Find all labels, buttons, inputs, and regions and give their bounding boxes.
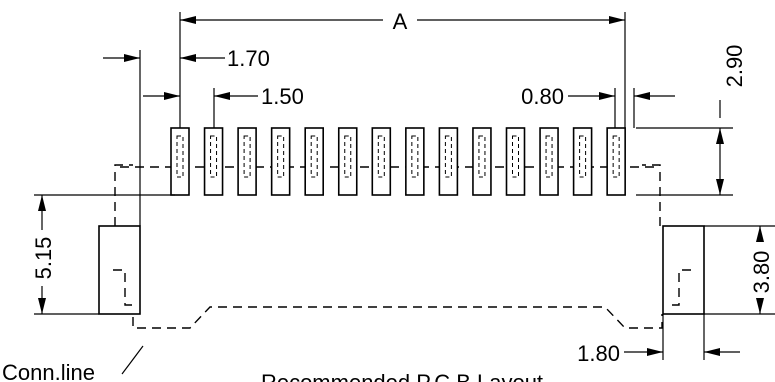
- dimension-2-90: 2.90: [636, 45, 747, 196]
- anchor-pad-left: [98, 225, 141, 315]
- dimension-1-80: 1.80: [577, 314, 740, 366]
- signal-pad: [371, 127, 392, 196]
- conn-line-label: Conn.line: [2, 360, 95, 382]
- signal-pad: [539, 127, 559, 196]
- dim-5-15-label: 5.15: [31, 237, 56, 280]
- dimension-1-50: 1.50: [143, 84, 304, 128]
- dim-0-80-label: 0.80: [521, 84, 564, 109]
- dimension-0-80: 0.80: [521, 84, 675, 128]
- anchor-pad-right: [662, 225, 705, 315]
- signal-pad: [203, 127, 224, 196]
- dimension-1-70: 1.70: [103, 46, 270, 226]
- dim-2-90-label: 2.90: [722, 45, 747, 88]
- connector-outline: [114, 164, 681, 329]
- signal-pads: [170, 127, 626, 196]
- signal-pad: [572, 127, 593, 196]
- dim-3-80-label: 3.80: [749, 251, 774, 294]
- signal-pad: [304, 127, 325, 196]
- signal-pad: [438, 127, 459, 196]
- signal-pad: [472, 127, 492, 196]
- conn-line-callout: Conn.line: [2, 345, 144, 382]
- signal-pad: [237, 127, 257, 196]
- dim-1-50-label: 1.50: [261, 84, 304, 109]
- dimension-3-80: 3.80: [704, 225, 775, 315]
- dimension-5-15: 5.15: [31, 194, 175, 315]
- dim-a-label: A: [393, 9, 408, 34]
- dimension-a: A: [179, 9, 626, 128]
- signal-pad: [337, 127, 358, 196]
- signal-pad: [270, 127, 291, 196]
- signal-pad: [170, 127, 190, 196]
- layout-caption: Recommended P.C.B Layout: [261, 370, 543, 382]
- dim-1-80-label: 1.80: [577, 341, 620, 366]
- signal-pad: [405, 127, 425, 196]
- signal-pad: [505, 127, 526, 196]
- signal-pad: [606, 127, 626, 196]
- dim-1-70-label: 1.70: [227, 46, 270, 71]
